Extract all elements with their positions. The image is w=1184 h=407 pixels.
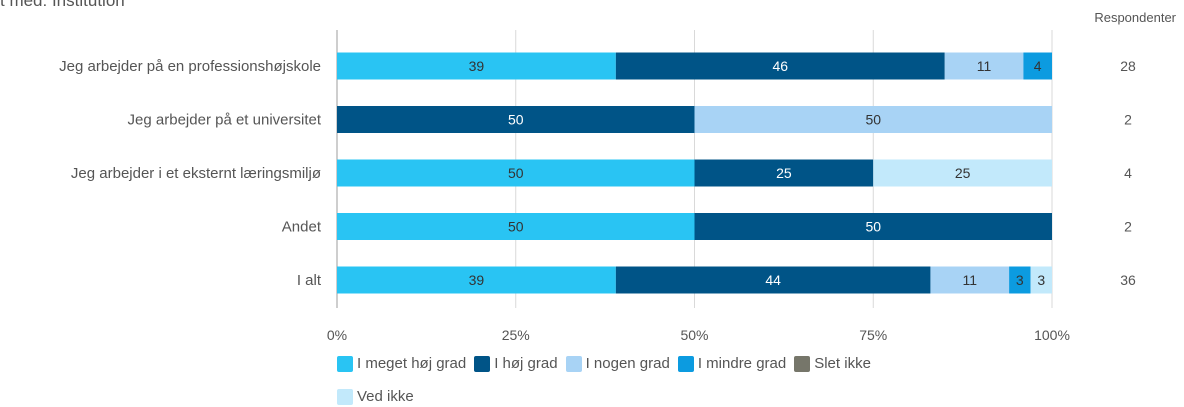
respondents-value: 36 — [1120, 272, 1136, 288]
bar-value-label: 39 — [469, 272, 485, 288]
bar-value-label: 50 — [865, 219, 881, 235]
x-tick-label: 75% — [859, 327, 887, 343]
category-label: Jeg arbejder på en professionshøjskole — [59, 58, 321, 75]
bar-value-label: 3 — [1016, 272, 1024, 288]
legend-label: I nogen grad — [585, 355, 670, 372]
bar-value-label: 39 — [469, 58, 485, 74]
bar-segment — [694, 106, 1052, 133]
bar-value-label: 25 — [955, 165, 971, 181]
bar-value-label: 50 — [508, 165, 524, 181]
legend-swatch — [565, 355, 582, 372]
x-tick-label: 100% — [1034, 327, 1070, 343]
bar-segment — [337, 52, 616, 80]
x-tick-label: 25% — [502, 327, 530, 343]
bar-value-label: 3 — [1037, 272, 1045, 288]
bar-segment — [1030, 266, 1052, 294]
bar-segment — [337, 106, 695, 133]
legend-swatch — [337, 388, 353, 405]
legend-item: I meget høj grad — [337, 355, 466, 372]
bar-segment — [1009, 266, 1031, 294]
bar-value-label: 50 — [865, 112, 881, 128]
respondents-value: 2 — [1124, 112, 1132, 128]
bar-value-label: 25 — [776, 165, 792, 181]
respondents-value: 2 — [1124, 219, 1132, 235]
legend-item: Ved ikke — [337, 388, 414, 405]
bar-segment — [694, 213, 1052, 240]
bar-value-label: 4 — [1034, 58, 1042, 74]
legend-label: Slet ikke — [814, 355, 871, 372]
bar-segment — [337, 213, 695, 240]
chart-legend: I meget høj grad I høj grad I nogen grad I … — [337, 355, 1057, 405]
legend-label: I høj grad — [494, 355, 558, 372]
chart-title-fragment: t med: Institution — [0, 0, 125, 10]
bar-segment — [930, 266, 1010, 294]
legend-item: I nogen grad — [565, 355, 670, 372]
legend-swatch — [337, 355, 353, 372]
legend-label: I meget høj grad — [357, 355, 467, 372]
x-tick-label: 0% — [327, 327, 347, 343]
respondents-value: 28 — [1120, 58, 1136, 74]
bar-value-label: 50 — [508, 219, 524, 235]
category-label: Jeg arbejder på et universitet — [128, 112, 322, 129]
category-label: Andet — [282, 219, 322, 236]
bar-segment — [694, 159, 874, 187]
bar-value-label: 46 — [773, 58, 789, 74]
legend-item: I mindre grad — [677, 355, 787, 372]
bar-segment — [944, 52, 1024, 80]
bar-segment — [337, 266, 616, 294]
x-tick-label: 50% — [680, 327, 708, 343]
bar-value-label: 11 — [963, 272, 978, 288]
respondents-value: 4 — [1124, 165, 1132, 181]
category-label: I alt — [297, 272, 322, 289]
bar-value-label: 44 — [765, 272, 781, 288]
bar-value-label: 11 — [977, 58, 992, 74]
legend-swatch — [474, 355, 491, 372]
legend-swatch — [794, 355, 811, 372]
legend-item: I høj grad — [474, 355, 558, 372]
legend-item: Slet ikke — [794, 355, 871, 372]
bar-segment — [873, 159, 1052, 187]
legend-label: Ved ikke — [357, 388, 414, 405]
stacked-bar-chart: 0% 25% 50% 75% 100% Jeg arbejder på en profes… — [59, 30, 1136, 343]
bar-segment — [615, 266, 931, 294]
legend-label: I mindre grad — [697, 355, 787, 372]
bar-segment — [337, 159, 695, 187]
respondents-header: Respondenter — [1094, 10, 1176, 25]
legend-swatch — [677, 355, 694, 372]
bar-segment — [615, 52, 945, 80]
bar-value-label: 50 — [508, 112, 524, 128]
bar-segment — [1023, 52, 1052, 80]
category-label: Jeg arbejder i et eksternt læringsmiljø — [71, 165, 321, 182]
